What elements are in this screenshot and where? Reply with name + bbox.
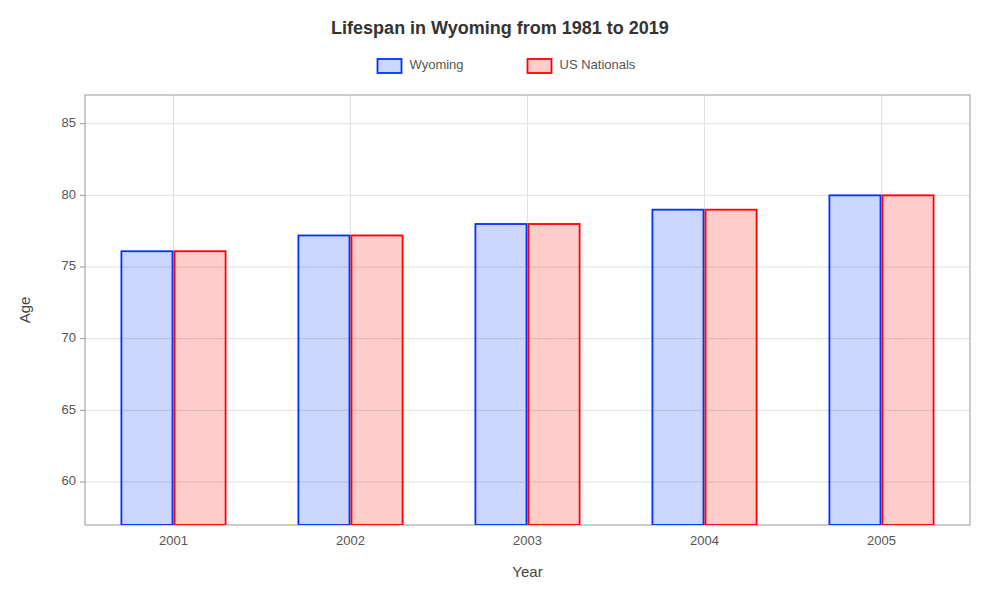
bar — [529, 224, 580, 525]
grid — [85, 95, 970, 525]
y-axis-label: Age — [16, 297, 33, 324]
bar — [883, 195, 934, 525]
y-tick — [80, 410, 85, 411]
x-tick-label: 2004 — [690, 533, 719, 548]
bar — [652, 210, 703, 525]
x-tick-label: 2002 — [336, 533, 365, 548]
legend-swatch — [378, 59, 402, 73]
bar — [352, 235, 403, 525]
x-tick-label: 2003 — [513, 533, 542, 548]
legend-swatch — [528, 59, 552, 73]
x-tick-label: 2005 — [867, 533, 896, 548]
y-axis: 60 65 70 75 80 85 — [62, 115, 85, 488]
bar — [121, 251, 172, 525]
bar — [175, 251, 226, 525]
chart-container: 60 65 70 75 80 85 2001 2002 2003 2004 2005 Year Age L… — [0, 0, 1000, 600]
y-tick-label: 65 — [62, 402, 76, 417]
bar — [298, 235, 349, 525]
y-tick — [80, 267, 85, 268]
y-tick-label: 85 — [62, 115, 76, 130]
x-axis: 2001 2002 2003 2004 2005 — [159, 533, 896, 548]
y-tick-label: 75 — [62, 258, 76, 273]
plot-frame — [85, 95, 970, 525]
x-axis-label: Year — [512, 563, 542, 580]
legend-label: US Nationals — [560, 57, 636, 72]
bar — [475, 224, 526, 525]
y-tick — [80, 195, 85, 196]
bar — [829, 195, 880, 525]
y-tick — [80, 338, 85, 339]
y-tick — [80, 123, 85, 124]
legend: Wyoming US Nationals — [378, 57, 636, 73]
y-tick-label: 60 — [62, 473, 76, 488]
y-tick-label: 80 — [62, 187, 76, 202]
bar — [706, 210, 757, 525]
chart-svg: 60 65 70 75 80 85 2001 2002 2003 2004 2005 Year Age L… — [0, 0, 1000, 600]
bars — [121, 195, 933, 525]
x-tick-label: 2001 — [159, 533, 188, 548]
chart-title: Lifespan in Wyoming from 1981 to 2019 — [331, 18, 669, 38]
y-tick — [80, 482, 85, 483]
legend-label: Wyoming — [410, 57, 464, 72]
y-tick-label: 70 — [62, 330, 76, 345]
